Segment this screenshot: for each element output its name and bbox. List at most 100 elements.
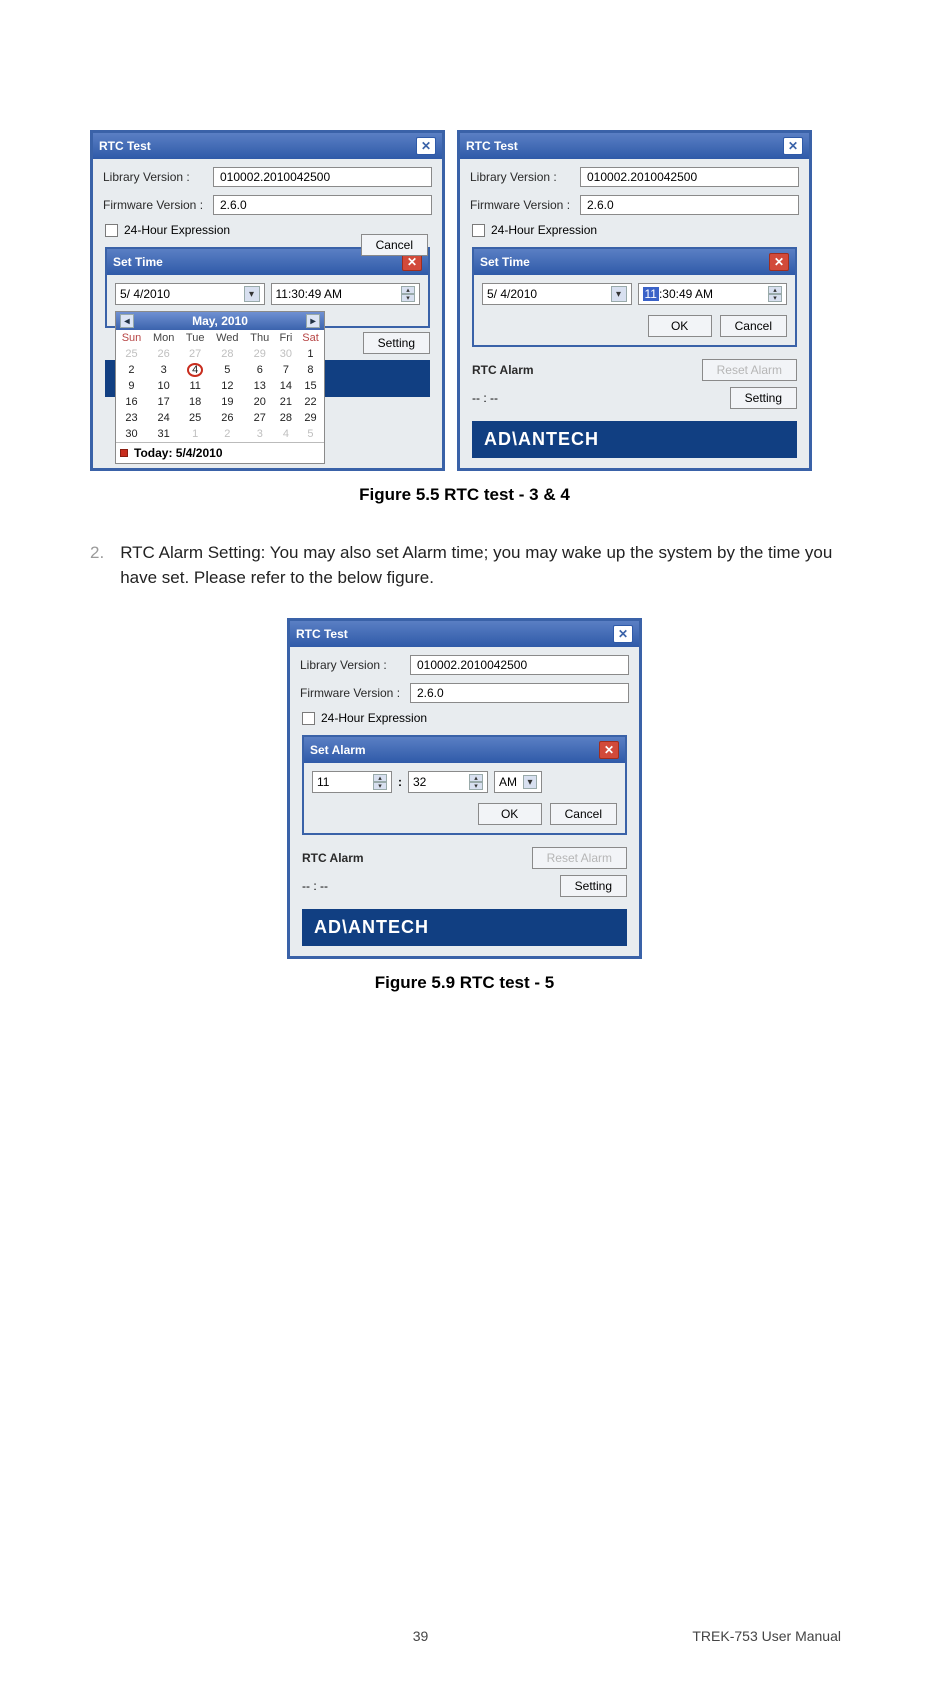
- calendar-day[interactable]: 3: [245, 426, 275, 442]
- firmware-value: 2.6.0: [410, 683, 629, 703]
- window-body: Library Version : 010002.2010042500 Firm…: [290, 647, 639, 956]
- calendar-day-header: Thu: [245, 330, 275, 346]
- time-value: 11:30:49 AM: [276, 287, 343, 301]
- ok-button[interactable]: OK: [478, 803, 542, 825]
- date-time-row: 5/ 4/2010 ▾ 11:30:49 AM ▴▾: [115, 283, 420, 305]
- time-spinner[interactable]: 11:30:49 AM ▴▾: [638, 283, 788, 305]
- brand-logo: AD\ANTECH: [302, 909, 627, 946]
- calendar-day[interactable]: 8: [297, 362, 324, 378]
- chevron-down-icon[interactable]: ▾: [244, 286, 260, 302]
- minute-spinner[interactable]: 32 ▴▾: [408, 771, 488, 793]
- checkbox-label: 24-Hour Expression: [491, 223, 597, 237]
- calendar-day[interactable]: 25: [180, 410, 210, 426]
- chevron-down-icon[interactable]: ▾: [611, 286, 627, 302]
- checkbox-icon[interactable]: [302, 712, 315, 725]
- calendar-day[interactable]: 22: [297, 394, 324, 410]
- calendar-day[interactable]: 27: [245, 410, 275, 426]
- close-icon[interactable]: ✕: [416, 137, 436, 155]
- calendar-day[interactable]: 19: [210, 394, 245, 410]
- hour-spinner[interactable]: 11 ▴▾: [312, 771, 392, 793]
- spin-arrows-icon[interactable]: ▴▾: [469, 774, 483, 790]
- set-time-titlebar: Set Time ✕: [474, 249, 795, 275]
- cancel-button[interactable]: Cancel: [720, 315, 787, 337]
- calendar-day[interactable]: 26: [210, 410, 245, 426]
- spin-arrows-icon[interactable]: ▴▾: [373, 774, 387, 790]
- date-time-row: 5/ 4/2010 ▾ 11:30:49 AM ▴▾: [482, 283, 787, 305]
- calendar-day[interactable]: 3: [147, 362, 180, 378]
- library-label: Library Version :: [470, 170, 580, 184]
- calendar-next-icon[interactable]: ▸: [306, 314, 320, 328]
- calendar-day[interactable]: 23: [116, 410, 147, 426]
- close-icon[interactable]: ✕: [599, 741, 619, 759]
- calendar-day-header: Wed: [210, 330, 245, 346]
- ok-button[interactable]: OK: [648, 315, 712, 337]
- ampm-combo[interactable]: AM ▾: [494, 771, 542, 793]
- calendar-day[interactable]: 4: [180, 362, 210, 378]
- rtc-alarm-header: RTC Alarm Reset Alarm: [300, 843, 629, 875]
- calendar-day[interactable]: 2: [116, 362, 147, 378]
- spin-arrows-icon[interactable]: ▴▾: [401, 286, 415, 302]
- cancel-button[interactable]: Cancel: [550, 803, 617, 825]
- date-combo[interactable]: 5/ 4/2010 ▾: [482, 283, 632, 305]
- calendar-day[interactable]: 29: [245, 346, 275, 362]
- set-time-title: Set Time: [113, 255, 163, 269]
- calendar-day[interactable]: 30: [116, 426, 147, 442]
- setting-button[interactable]: Setting: [560, 875, 627, 897]
- calendar-day[interactable]: 10: [147, 378, 180, 394]
- close-icon[interactable]: ✕: [613, 625, 633, 643]
- calendar-day[interactable]: 28: [275, 410, 297, 426]
- chevron-down-icon[interactable]: ▾: [523, 775, 537, 789]
- calendar-day[interactable]: 24: [147, 410, 180, 426]
- checkbox-icon[interactable]: [472, 224, 485, 237]
- calendar-day[interactable]: 1: [297, 346, 324, 362]
- calendar-day[interactable]: 21: [275, 394, 297, 410]
- calendar-day-header: Tue: [180, 330, 210, 346]
- calendar-header: ◂ May, 2010 ▸: [116, 312, 324, 330]
- library-row: Library Version : 010002.2010042500: [300, 655, 629, 675]
- alarm-placeholder: -- : --: [302, 879, 328, 893]
- window-body: Library Version : 010002.2010042500 Firm…: [93, 159, 442, 407]
- set-alarm-titlebar: Set Alarm ✕: [304, 737, 625, 763]
- calendar-day[interactable]: 28: [210, 346, 245, 362]
- calendar-day[interactable]: 1: [180, 426, 210, 442]
- calendar-day[interactable]: 5: [210, 362, 245, 378]
- calendar-day[interactable]: 20: [245, 394, 275, 410]
- calendar-day[interactable]: 4: [275, 426, 297, 442]
- spin-arrows-icon[interactable]: ▴▾: [768, 286, 782, 302]
- calendar-day[interactable]: 5: [297, 426, 324, 442]
- time-spinner[interactable]: 11:30:49 AM ▴▾: [271, 283, 421, 305]
- calendar-day[interactable]: 15: [297, 378, 324, 394]
- calendar-day[interactable]: 12: [210, 378, 245, 394]
- set-time-dialog: Set Time ✕ 5/ 4/2010 ▾ 11:30:49 AM ▴▾: [105, 247, 430, 328]
- calendar-day[interactable]: 14: [275, 378, 297, 394]
- calendar-day[interactable]: 31: [147, 426, 180, 442]
- calendar-day[interactable]: 2: [210, 426, 245, 442]
- close-icon[interactable]: ✕: [769, 253, 789, 271]
- calendar-day[interactable]: 30: [275, 346, 297, 362]
- setting-button[interactable]: Setting: [363, 332, 430, 354]
- date-value: 5/ 4/2010: [120, 287, 170, 301]
- calendar-day[interactable]: 6: [245, 362, 275, 378]
- calendar-day[interactable]: 27: [180, 346, 210, 362]
- calendar-day[interactable]: 25: [116, 346, 147, 362]
- window-body: Library Version : 010002.2010042500 Firm…: [460, 159, 809, 468]
- cancel-button[interactable]: Cancel: [361, 234, 428, 256]
- calendar-day[interactable]: 7: [275, 362, 297, 378]
- figure-1-row: RTC Test ✕ Library Version : 010002.2010…: [90, 130, 839, 471]
- library-value: 010002.2010042500: [580, 167, 799, 187]
- library-label: Library Version :: [103, 170, 213, 184]
- calendar-day[interactable]: 11: [180, 378, 210, 394]
- calendar-prev-icon[interactable]: ◂: [120, 314, 134, 328]
- calendar-day[interactable]: 18: [180, 394, 210, 410]
- setting-button[interactable]: Setting: [730, 387, 797, 409]
- date-combo[interactable]: 5/ 4/2010 ▾: [115, 283, 265, 305]
- set-alarm-body: 11 ▴▾ : 32 ▴▾ AM ▾: [304, 763, 625, 833]
- calendar-day[interactable]: 13: [245, 378, 275, 394]
- rtc-window-right: RTC Test ✕ Library Version : 010002.2010…: [457, 130, 812, 471]
- calendar-day[interactable]: 29: [297, 410, 324, 426]
- close-icon[interactable]: ✕: [783, 137, 803, 155]
- calendar-day[interactable]: 26: [147, 346, 180, 362]
- calendar-day[interactable]: 16: [116, 394, 147, 410]
- calendar-day[interactable]: 9: [116, 378, 147, 394]
- calendar-day[interactable]: 17: [147, 394, 180, 410]
